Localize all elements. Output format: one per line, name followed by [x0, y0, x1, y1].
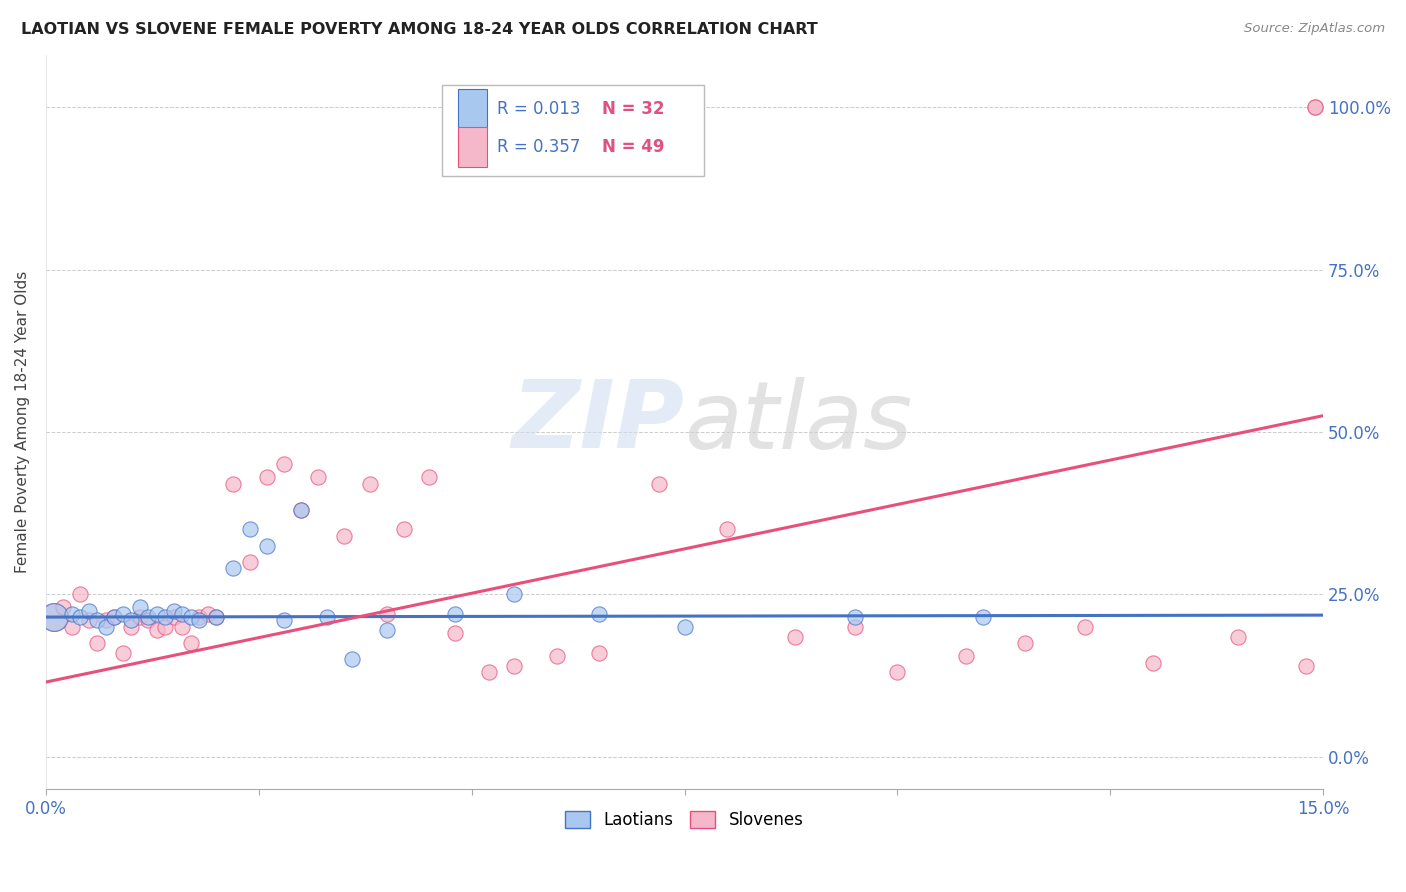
Point: [153, 620, 176, 634]
Point: [180, 636, 202, 650]
Point: [273, 613, 295, 627]
Point: [111, 607, 134, 621]
Point: [716, 522, 738, 536]
Point: [188, 613, 211, 627]
Point: [69, 587, 91, 601]
Point: [120, 613, 142, 627]
Point: [844, 620, 866, 634]
Point: [1142, 656, 1164, 670]
Point: [145, 623, 167, 637]
Point: [239, 522, 262, 536]
Point: [503, 587, 526, 601]
Point: [103, 610, 125, 624]
Point: [478, 665, 501, 680]
Point: [188, 610, 211, 624]
Point: [418, 470, 440, 484]
Point: [546, 648, 568, 663]
Point: [375, 623, 398, 637]
FancyBboxPatch shape: [458, 88, 486, 129]
Point: [77, 603, 100, 617]
Point: [128, 600, 150, 615]
FancyBboxPatch shape: [458, 127, 486, 167]
Point: [844, 610, 866, 624]
Text: N = 49: N = 49: [602, 138, 664, 156]
Point: [375, 607, 398, 621]
Point: [77, 613, 100, 627]
Point: [44, 610, 66, 624]
Point: [180, 610, 202, 624]
Point: [94, 613, 117, 627]
Point: [273, 458, 295, 472]
Point: [307, 470, 329, 484]
Point: [342, 652, 364, 666]
Text: atlas: atlas: [685, 376, 912, 467]
Point: [290, 503, 312, 517]
FancyBboxPatch shape: [441, 85, 704, 177]
Point: [359, 476, 381, 491]
Point: [128, 610, 150, 624]
Point: [673, 620, 696, 634]
Point: [290, 503, 312, 517]
Point: [103, 610, 125, 624]
Point: [60, 620, 83, 634]
Point: [785, 630, 807, 644]
Point: [153, 610, 176, 624]
Point: [443, 607, 465, 621]
Point: [60, 607, 83, 621]
Point: [392, 522, 415, 536]
Text: ZIP: ZIP: [512, 376, 685, 468]
Point: [1295, 658, 1317, 673]
Point: [1303, 100, 1326, 114]
Text: LAOTIAN VS SLOVENE FEMALE POVERTY AMONG 18-24 YEAR OLDS CORRELATION CHART: LAOTIAN VS SLOVENE FEMALE POVERTY AMONG …: [21, 22, 818, 37]
Point: [886, 665, 908, 680]
Point: [333, 529, 356, 543]
Y-axis label: Female Poverty Among 18-24 Year Olds: Female Poverty Among 18-24 Year Olds: [15, 271, 30, 574]
Point: [648, 476, 671, 491]
Point: [443, 626, 465, 640]
Point: [503, 658, 526, 673]
Point: [52, 600, 75, 615]
Point: [256, 539, 278, 553]
Point: [163, 603, 186, 617]
Legend: Laotians, Slovenes: Laotians, Slovenes: [558, 805, 810, 836]
Point: [205, 610, 228, 624]
Text: N = 32: N = 32: [602, 100, 664, 118]
Point: [69, 610, 91, 624]
Point: [1303, 100, 1326, 114]
Point: [136, 613, 159, 627]
Point: [44, 610, 66, 624]
Point: [172, 620, 194, 634]
Point: [111, 646, 134, 660]
Point: [239, 555, 262, 569]
Point: [222, 476, 245, 491]
Point: [136, 610, 159, 624]
Point: [222, 561, 245, 575]
Point: [1074, 620, 1097, 634]
Point: [1014, 636, 1036, 650]
Point: [172, 607, 194, 621]
Point: [163, 610, 186, 624]
Point: [94, 620, 117, 634]
Text: R = 0.357: R = 0.357: [496, 138, 581, 156]
Point: [86, 636, 108, 650]
Point: [145, 607, 167, 621]
Point: [955, 648, 977, 663]
Point: [256, 470, 278, 484]
Point: [588, 607, 610, 621]
Point: [972, 610, 994, 624]
Point: [86, 613, 108, 627]
Text: R = 0.013: R = 0.013: [496, 100, 581, 118]
Point: [1227, 630, 1250, 644]
Point: [120, 620, 142, 634]
Point: [588, 646, 610, 660]
Point: [205, 610, 228, 624]
Point: [316, 610, 339, 624]
Point: [197, 607, 219, 621]
Text: Source: ZipAtlas.com: Source: ZipAtlas.com: [1244, 22, 1385, 36]
